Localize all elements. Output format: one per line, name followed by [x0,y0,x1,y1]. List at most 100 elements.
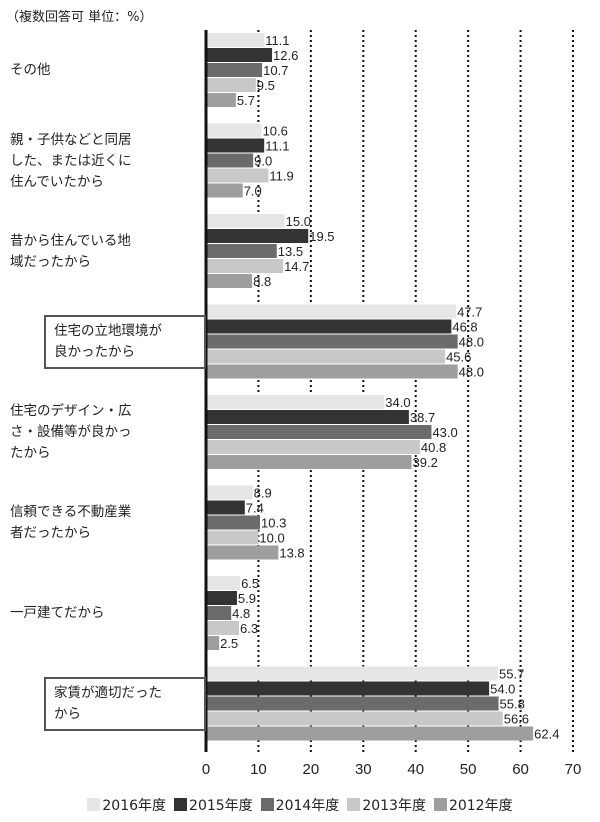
data-label: 48.0 [459,365,484,380]
category-label: 親・子供などと同居 した、または近くに 住んでいたから [10,130,195,193]
legend-swatch [347,798,361,811]
bar [206,500,245,515]
bar [206,681,490,696]
data-label: 6.3 [240,621,258,636]
legend-item: 2015年度 [174,798,253,814]
data-label: 6.5 [241,576,259,591]
category-label-line: 信頼できる不動産業 [10,504,132,520]
data-label: 7.0 [244,184,262,199]
bar [206,485,253,500]
bar [206,244,277,258]
category-label-line: から [54,706,81,722]
category-label-line: 住宅の立地環境が [54,323,162,339]
bar [206,621,240,635]
legend-swatch [87,798,101,811]
category-label-line: 家賃が適切だった [54,685,162,701]
data-label: 19.5 [309,229,334,244]
data-label: 40.8 [421,440,446,455]
bar [206,349,446,364]
category-label: 信頼できる不動産業 者だったから [10,502,195,544]
bar [206,229,309,243]
bar [206,606,232,620]
bar [206,410,409,424]
category-label: その他 [10,60,195,81]
data-label: 13.5 [278,244,303,259]
data-label: 5.9 [238,591,256,606]
bar [206,319,452,334]
bar [206,591,237,605]
data-label: 48.0 [459,335,484,350]
bar [206,726,534,741]
data-label: 39.2 [413,455,438,470]
bar [206,711,503,726]
bar [206,304,457,319]
data-label: 9.5 [257,78,275,93]
data-label: 11.1 [265,33,289,48]
data-label: 15.0 [286,214,311,229]
bar [206,33,265,47]
data-label: 46.8 [452,320,477,335]
x-tick-label: 60 [512,761,529,778]
category-label-line: した、または近くに [10,152,132,169]
category-label-line: 者だったから [10,525,91,541]
data-label: 56.6 [504,712,529,727]
data-label: 10.6 [263,124,288,139]
data-label: 34.0 [385,395,410,410]
bar [206,576,241,590]
data-label: 10.7 [263,63,288,78]
data-label: 10.3 [261,516,286,531]
category-label-line: 住宅のデザイン・広 [10,403,132,419]
x-tick-label: 40 [407,761,424,778]
legend-label: 2015年度 [189,798,253,814]
data-label: 11.9 [269,169,293,184]
legend-swatch [174,798,188,811]
legend-item: 2016年度 [87,798,166,814]
data-label: 13.8 [279,546,304,561]
bar [206,696,499,711]
category-label: 住宅のデザイン・広 さ・設備等が良かっ たから [10,401,195,464]
bar [206,48,273,62]
data-label: 12.6 [273,48,298,63]
data-label: 62.4 [534,727,559,742]
bar [206,259,284,273]
bar [206,395,385,409]
bar [206,636,220,650]
bar [206,63,263,77]
x-tick-label: 50 [460,761,477,778]
bar [206,545,279,560]
category-label-line: 住んでいたから [10,173,104,190]
category-label: 一戸建てだから [10,603,195,624]
data-label: 45.6 [446,350,471,365]
legend-label: 2012年度 [448,798,513,814]
bar [206,364,458,379]
legend-item: 2013年度 [347,798,426,814]
bar [206,123,262,138]
bar [206,168,269,183]
category-label-line: その他 [10,62,51,78]
x-tick-label: 10 [250,761,267,778]
bar [206,153,254,168]
x-tick-label: 70 [565,761,582,778]
bar [206,425,432,439]
bar [206,138,265,153]
bar [206,334,458,349]
bar [206,530,259,545]
legend-swatch [433,798,447,811]
bar [206,78,256,92]
bar [206,440,420,454]
category-label: 住宅の立地環境が 良かったから [44,315,206,369]
data-label: 8.8 [253,274,271,289]
legend-swatch [260,798,274,811]
bar [206,666,499,681]
legend-item: 2012年度 [433,798,513,814]
category-label: 家賃が適切だった から [44,677,206,731]
legend-label: 2016年度 [102,798,167,814]
data-label: 9.0 [254,154,272,169]
bar [206,515,261,530]
bar [206,183,243,198]
legend-label: 2013年度 [362,798,426,814]
category-label-line: 親・子供などと同居 [10,131,132,148]
data-label: 54.0 [490,682,515,697]
